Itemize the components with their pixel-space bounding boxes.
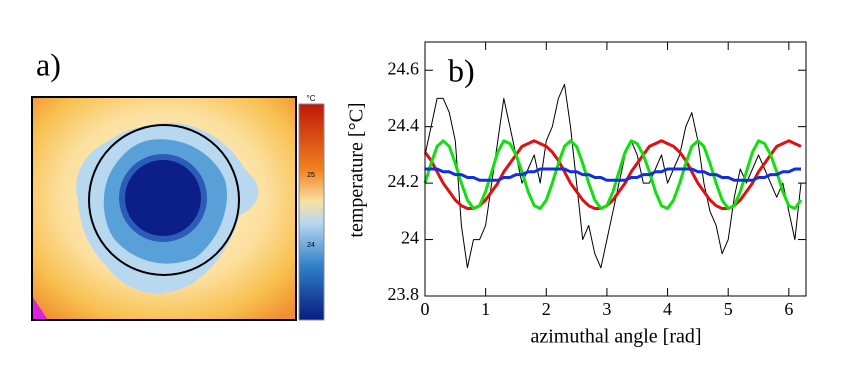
y-tick-label: 24.2 xyxy=(388,171,420,191)
plot-frame xyxy=(424,41,807,297)
colorbar-label: 24 xyxy=(307,242,315,249)
y-axis-label: temperature [°C] xyxy=(346,102,368,237)
thermal-image xyxy=(31,96,297,321)
x-tick-label: 3 xyxy=(602,299,611,319)
colorbar: °C 25 24 xyxy=(298,94,325,321)
y-tick-label: 24.6 xyxy=(388,58,420,78)
series-line xyxy=(423,139,802,210)
x-tick-label: 1 xyxy=(481,299,490,319)
y-tick-label: 23.8 xyxy=(388,284,420,304)
y-tick-label: 24 xyxy=(401,228,419,248)
series-line xyxy=(424,83,802,269)
panel-label: a) xyxy=(36,46,61,82)
colorbar-label: 25 xyxy=(307,172,315,179)
x-tick-label: 4 xyxy=(663,299,672,319)
y-tick-label: 24.4 xyxy=(388,115,420,135)
x-tick-label: 0 xyxy=(421,299,430,319)
x-axis-label: azimuthal angle [rad] xyxy=(530,326,701,348)
x-tick-label: 6 xyxy=(784,299,793,319)
colorbar-unit: °C xyxy=(307,94,316,103)
panel-label: b) xyxy=(448,52,475,88)
series-line xyxy=(423,139,803,210)
x-tick-label: 2 xyxy=(542,299,551,319)
series-line xyxy=(425,167,801,182)
x-tick-label: 5 xyxy=(724,299,733,319)
